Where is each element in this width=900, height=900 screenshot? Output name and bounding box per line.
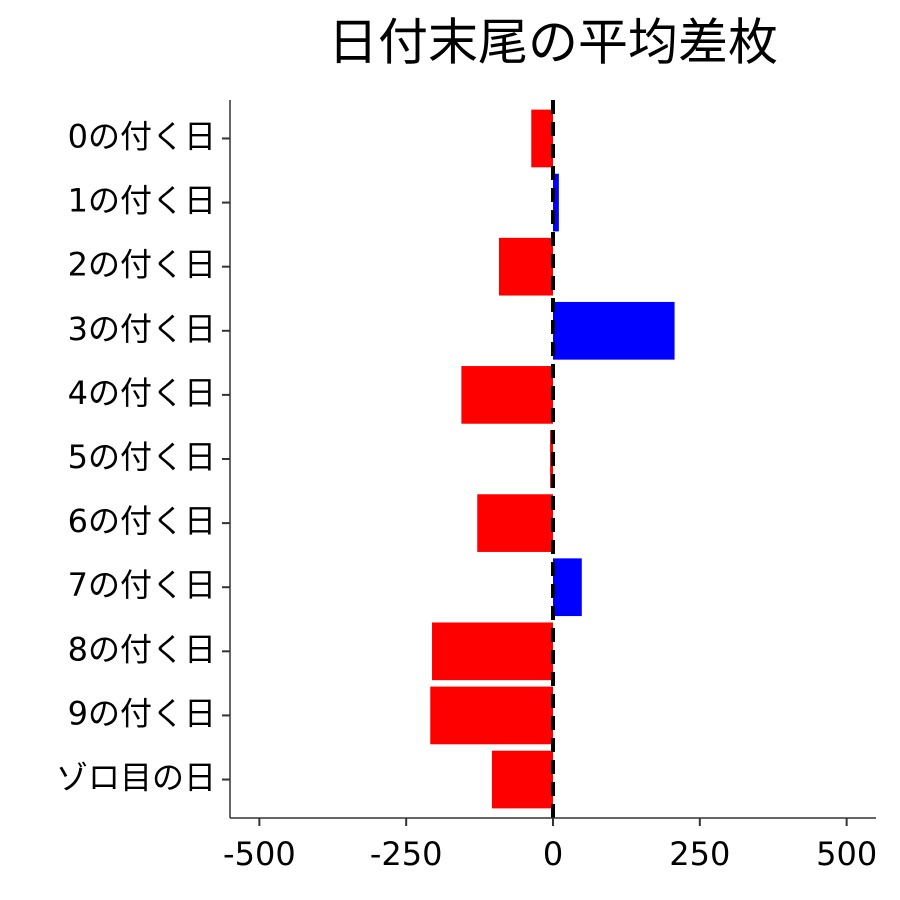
bar <box>553 173 559 232</box>
x-tick-label: 0 <box>543 835 563 873</box>
bar <box>553 301 675 360</box>
y-tick-label: 6の付く日 <box>68 502 216 540</box>
x-tick-label: 500 <box>816 835 877 873</box>
bar <box>498 237 553 296</box>
y-tick-label: 5の付く日 <box>68 438 216 476</box>
bar <box>430 686 553 745</box>
bar <box>491 750 553 809</box>
bar <box>477 494 553 552</box>
bar <box>461 366 553 424</box>
x-tick-label: -500 <box>223 835 296 873</box>
bar <box>432 622 553 681</box>
y-tick-label: 9の付く日 <box>68 694 216 732</box>
y-tick-label: 3の付く日 <box>68 310 216 348</box>
y-tick-label: 7の付く日 <box>68 566 216 604</box>
y-tick-label: ゾロ目の日 <box>56 759 216 797</box>
chart-title: 日付末尾の平均差枚 <box>328 14 778 72</box>
bar <box>531 109 553 168</box>
y-tick-label: 1の付く日 <box>68 182 216 220</box>
y-tick-label: 2の付く日 <box>68 246 216 284</box>
y-tick-label: 0の付く日 <box>68 117 216 155</box>
x-tick-label: -250 <box>370 835 443 873</box>
y-tick-label: 4の付く日 <box>68 374 216 412</box>
x-tick-label: 250 <box>669 835 730 873</box>
y-tick-label: 8の付く日 <box>68 630 216 668</box>
bar <box>553 558 582 617</box>
